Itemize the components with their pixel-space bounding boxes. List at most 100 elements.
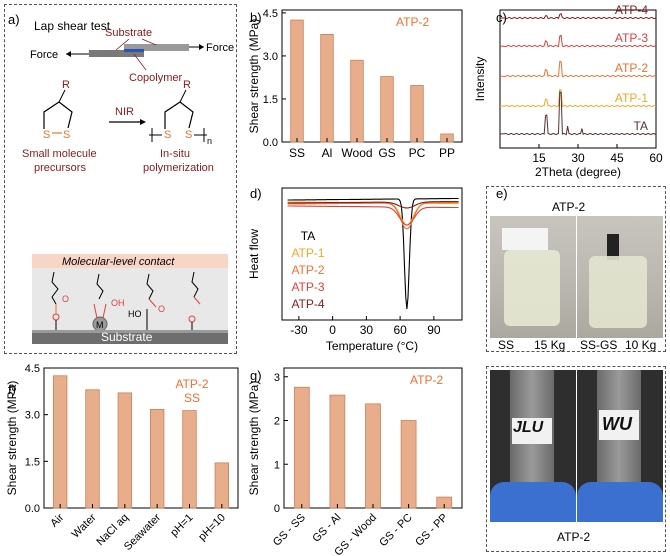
bar bbox=[329, 394, 346, 509]
copolymer-label: Copolymer bbox=[129, 72, 183, 84]
legend-entry: ATP-3 bbox=[291, 280, 324, 294]
y-axis-label: Shear strength (MPa) bbox=[247, 381, 261, 496]
x-tick-label: GS - PP bbox=[413, 512, 450, 549]
svg-text:HO: HO bbox=[128, 309, 142, 319]
bar bbox=[290, 19, 304, 143]
plot-frame bbox=[281, 9, 463, 143]
panel-a-frame bbox=[4, 4, 237, 354]
series-label: TA bbox=[634, 119, 648, 133]
bar bbox=[293, 386, 310, 509]
y-axis-label: Intensity bbox=[473, 57, 487, 102]
bottom-plate bbox=[89, 50, 144, 57]
xrd-series bbox=[499, 88, 657, 108]
x-tick-label: Water bbox=[70, 511, 99, 540]
bar bbox=[320, 33, 334, 143]
hanging-photo-right bbox=[577, 216, 663, 338]
dithiolane-monomer: S S R bbox=[43, 79, 73, 141]
svg-text:S: S bbox=[185, 129, 192, 141]
legend-entry: ATP-1 bbox=[291, 246, 324, 260]
metal-label: M bbox=[96, 320, 104, 330]
panel-d-label: d) bbox=[250, 186, 262, 201]
plot-frame bbox=[43, 367, 239, 509]
y-tick-label: 0.0 bbox=[25, 503, 40, 515]
bar bbox=[365, 403, 381, 509]
svg-text:n: n bbox=[207, 136, 212, 146]
x-tick-label: PP bbox=[439, 146, 455, 160]
x-tick-label: 45 bbox=[610, 151, 624, 165]
x-tick-label: GS - PC bbox=[377, 512, 414, 549]
x-tick-label: Air bbox=[48, 511, 66, 529]
x-tick-label: GS bbox=[378, 146, 395, 160]
panel-c-xrd: 15 30 45 60 ATP-4 ATP-3 ATP-2 ATP-1 TA Intensity 2… bbox=[473, 3, 663, 179]
right-caption: SS-GS bbox=[580, 338, 618, 352]
y-tick-label: 0 bbox=[274, 503, 280, 515]
contact-band bbox=[32, 254, 228, 268]
dsc-series bbox=[287, 200, 459, 209]
sample-photo-right bbox=[577, 370, 663, 522]
legend-text: ATP-2 bbox=[396, 15, 429, 29]
panel-f-label: f) bbox=[8, 382, 16, 397]
force-right-label: Force bbox=[206, 42, 234, 54]
x-tick-label: -30 bbox=[290, 323, 308, 337]
y-tick-label: 2 bbox=[274, 416, 280, 428]
polymer-unit: R S S n bbox=[149, 79, 212, 146]
xrd-series bbox=[499, 91, 657, 136]
x-tick-label: 60 bbox=[649, 151, 663, 165]
precursor-line2: precursors bbox=[34, 162, 86, 174]
series-label: ATP-2 bbox=[615, 61, 648, 75]
legend-entry: ATP-2 bbox=[291, 263, 324, 277]
sample-left-text: JLU bbox=[513, 419, 544, 436]
y-tick-label: 1.5 bbox=[25, 456, 40, 468]
x-tick-label: Al bbox=[322, 146, 333, 160]
panel-d-dsc: -30 0 30 60 90 TA ATP-1 ATP-2 ATP-3 ATP-4 Heat flo… bbox=[247, 187, 463, 353]
y-tick-label: 4.5 bbox=[25, 363, 40, 375]
dsc-series bbox=[287, 205, 459, 226]
svg-text:OH: OH bbox=[111, 298, 125, 308]
y-tick-label: 3 bbox=[274, 372, 280, 384]
y-tick-label: 4.5 bbox=[263, 8, 278, 20]
x-tick-label: GS - Al bbox=[310, 512, 343, 545]
sample-photo-left bbox=[490, 370, 576, 522]
bar bbox=[214, 462, 230, 509]
plot-frame bbox=[281, 187, 463, 321]
panel-a-label: a) bbox=[8, 12, 20, 27]
y-tick-label: 0.0 bbox=[263, 137, 278, 149]
substrate-slab bbox=[32, 330, 228, 344]
x-tick-label: Wood bbox=[341, 146, 372, 160]
y-tick-label: 3.0 bbox=[25, 410, 40, 422]
dsc-series bbox=[287, 201, 459, 226]
svg-text:R: R bbox=[62, 79, 70, 91]
hanging-photo-left bbox=[490, 216, 576, 338]
panel-e-title: ATP-2 bbox=[552, 200, 586, 214]
dsc-series bbox=[287, 201, 459, 230]
panel-b-label: b) bbox=[250, 10, 262, 25]
xrd-series bbox=[500, 12, 657, 20]
x-tick-label: 30 bbox=[571, 151, 585, 165]
top-plate bbox=[124, 44, 189, 51]
bar bbox=[85, 389, 100, 509]
legend-entry: ATP-4 bbox=[291, 297, 324, 311]
legend-text: ATP-2 bbox=[175, 377, 208, 391]
panel-b-chart: 0.0 1.5 3.0 4.5 SS Al Wood GS PC PP Shear strength… bbox=[247, 8, 463, 160]
svg-text:S: S bbox=[43, 129, 50, 141]
xrd-series bbox=[499, 60, 657, 78]
panel-e-frame bbox=[486, 186, 666, 352]
bar bbox=[117, 392, 133, 509]
contact-label: Molecular-level contact bbox=[62, 256, 175, 268]
x-axis-label: 2Theta (degree) bbox=[535, 165, 621, 179]
x-tick-label: PC bbox=[409, 146, 426, 160]
precursor-line1: Small molecule bbox=[22, 148, 97, 160]
x-tick-label: pH=1 bbox=[168, 512, 195, 539]
y-tick-label: 1.5 bbox=[263, 94, 278, 106]
left-caption: SS bbox=[498, 338, 515, 352]
series-label: ATP-1 bbox=[615, 91, 648, 105]
y-tick-label: 3.0 bbox=[263, 51, 278, 63]
substrate-bottom-label: Substrate bbox=[101, 330, 153, 344]
svg-text:S: S bbox=[164, 129, 171, 141]
lap-shear-title: Lap shear test bbox=[34, 19, 111, 33]
svg-text:O: O bbox=[158, 304, 165, 314]
panel-h-caption: ATP-2 bbox=[557, 530, 591, 544]
bar bbox=[182, 410, 197, 509]
